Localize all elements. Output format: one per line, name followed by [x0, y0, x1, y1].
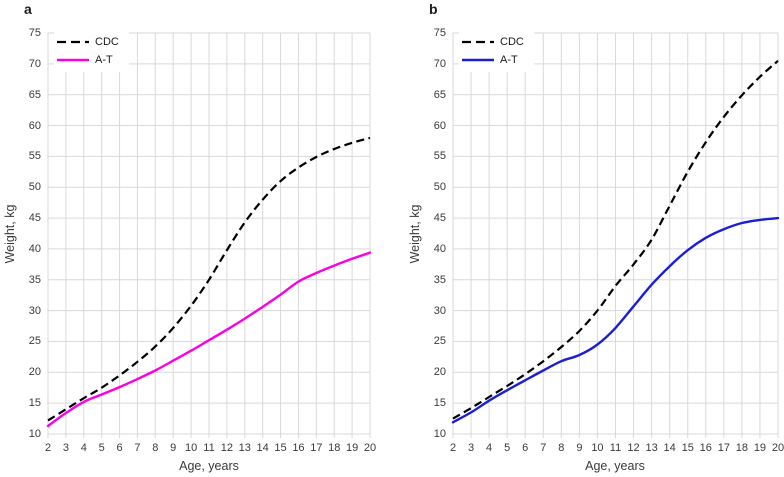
y-tick-label: 25 [28, 335, 41, 348]
y-tick-label: 25 [433, 335, 446, 348]
x-tick-label: 10 [591, 442, 604, 454]
y-tick-label: 65 [28, 88, 41, 101]
x-tick-label: 2 [449, 442, 457, 454]
x-tick-label: 20 [771, 442, 784, 454]
x-tick-label: 7 [540, 442, 547, 454]
y-tick-label: 15 [433, 397, 446, 410]
y-tick-label: 70 [28, 57, 41, 70]
x-tick-label: 18 [735, 442, 748, 454]
y-tick-label: 65 [433, 88, 446, 101]
y-axis-title-panel-a: Weight, kg [3, 204, 17, 264]
x-tick-label: 3 [467, 442, 475, 454]
x-tick-label: 16 [699, 442, 712, 454]
x-tick-label: 9 [576, 442, 583, 454]
panel-a-letter: a [24, 1, 32, 17]
at-solid-line-sample-icon [57, 58, 89, 62]
x-tick-label: 16 [292, 442, 305, 454]
at-solid-line-sample-icon [462, 58, 494, 62]
legend-label-cdc: CDC [95, 36, 119, 48]
y-tick-label: 50 [433, 181, 446, 194]
x-tick-label: 14 [256, 442, 269, 454]
legend-label-at: A-T [95, 54, 113, 66]
x-tick-label: 19 [345, 442, 359, 454]
x-tick-label: 6 [116, 442, 123, 454]
y-tick-label: 10 [28, 428, 41, 440]
y-tick-label: 60 [433, 119, 446, 132]
legend-item-at: A-T [461, 51, 524, 69]
legend-panel-b: CDC A-T [459, 32, 534, 72]
legend-item-at: A-T [56, 51, 119, 69]
y-tick-label: 45 [433, 212, 446, 225]
x-tick-label: 4 [486, 442, 493, 454]
y-tick-label: 15 [28, 397, 41, 410]
cdc-curve-panel-a [47, 136, 371, 422]
a-t-curve-panel-b [451, 216, 780, 424]
x-tick-label: 13 [645, 442, 658, 454]
y-tick-label: 10 [433, 428, 446, 440]
y-tick-label: 60 [28, 119, 41, 132]
legend-label-at: A-T [500, 54, 518, 66]
y-tick-label: 20 [28, 366, 41, 379]
x-tick-label: 19 [753, 442, 767, 454]
x-tick-label: 15 [274, 442, 287, 454]
y-tick-label: 50 [28, 181, 41, 194]
y-tick-label: 55 [433, 150, 446, 163]
cdc-dashed-line-sample-icon [57, 40, 89, 44]
y-tick-label: 75 [28, 27, 41, 39]
y-tick-label: 55 [28, 150, 41, 163]
x-tick-label: 6 [522, 442, 529, 454]
y-tick-label: 40 [433, 242, 446, 255]
x-tick-label: 17 [310, 442, 323, 454]
x-tick-label: 17 [717, 442, 730, 454]
x-axis-title-panel-a: Age, years [179, 459, 239, 473]
x-tick-label: 11 [609, 442, 622, 454]
legend-item-cdc: CDC [56, 33, 119, 51]
legend-panel-a: CDC A-T [54, 32, 129, 72]
x-tick-label: 12 [627, 442, 640, 454]
x-tick-label: 3 [62, 442, 69, 454]
y-tick-label: 35 [433, 273, 446, 286]
x-tick-label: 8 [558, 442, 565, 454]
a-t-curve-panel-a [46, 251, 372, 428]
y-tick-label: 75 [433, 27, 446, 39]
x-tick-label: 12 [220, 442, 233, 454]
x-tick-label: 9 [170, 442, 177, 454]
legend-label-cdc: CDC [500, 36, 524, 48]
y-tick-label: 30 [433, 304, 446, 317]
panel-b-letter: b [429, 1, 438, 17]
y-tick-label: 30 [28, 304, 41, 317]
y-tick-label: 20 [433, 366, 446, 379]
y-tick-label: 35 [28, 273, 41, 286]
x-tick-label: 2 [44, 442, 52, 454]
x-tick-label: 5 [98, 442, 105, 454]
x-axis-title-panel-b: Age, years [585, 459, 645, 473]
y-tick-label: 45 [28, 212, 41, 225]
x-tick-label: 7 [134, 442, 141, 454]
x-tick-label: 14 [663, 442, 676, 454]
y-tick-label: 70 [433, 57, 446, 70]
cdc-dashed-line-sample-icon [462, 40, 494, 44]
x-tick-label: 15 [681, 442, 694, 454]
x-tick-label: 4 [80, 442, 87, 454]
y-tick-label: 40 [28, 242, 41, 255]
x-tick-label: 11 [203, 442, 215, 454]
x-tick-label: 8 [152, 442, 159, 454]
legend-item-cdc: CDC [461, 33, 524, 51]
cdc-curve-panel-b [452, 59, 779, 420]
x-tick-label: 5 [504, 442, 511, 454]
y-axis-title-panel-b: Weight, kg [408, 204, 422, 264]
x-tick-label: 18 [328, 442, 341, 454]
x-tick-label: 13 [238, 442, 251, 454]
x-tick-label: 10 [184, 442, 198, 454]
x-tick-label: 20 [363, 442, 377, 454]
